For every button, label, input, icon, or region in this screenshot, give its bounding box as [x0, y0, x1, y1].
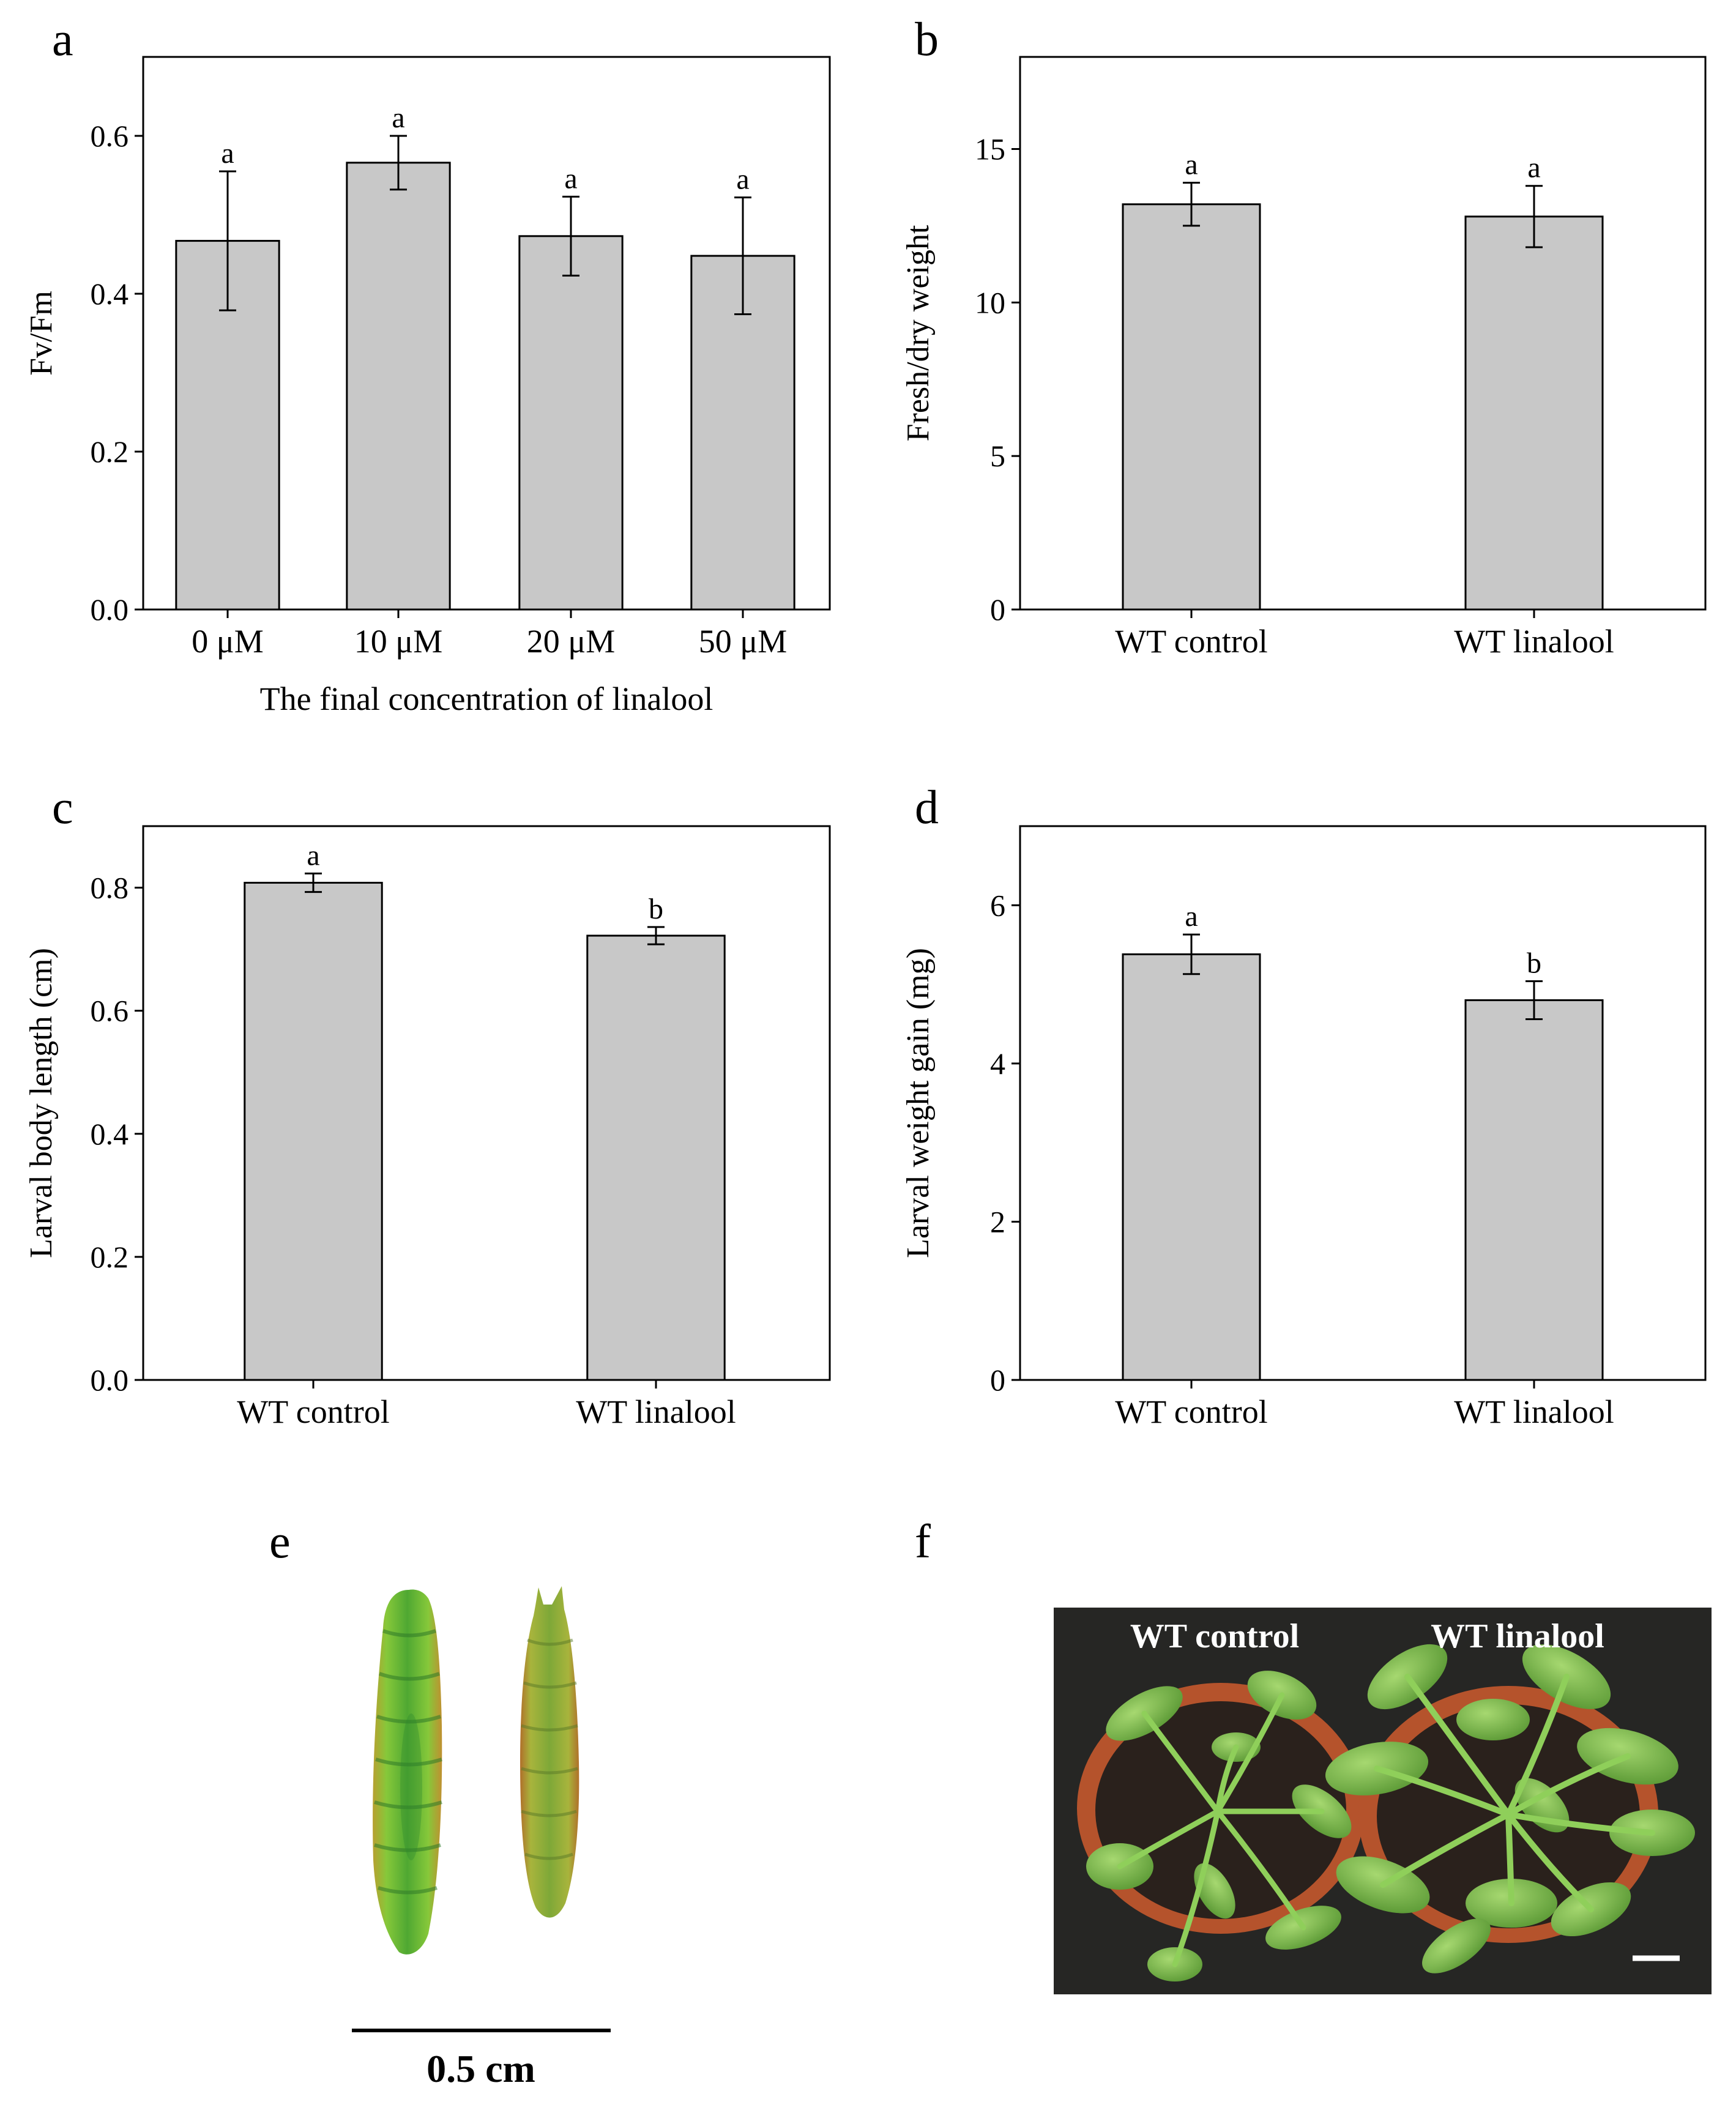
panel-a-chart: a 0 μM a 10 μM a 20 μM a 50 μM 0.0 0.2 0.4 0.6 Fv/Fm…: [24, 56, 831, 717]
bar-d-1: [1464, 999, 1604, 1381]
y-tick-label-c-0: 0.0: [91, 1363, 129, 1397]
panel-c-chart: a WT control b WT linalool 0.0 0.2 0.4 0.6 0.8 La…: [24, 825, 831, 1430]
plot-frame-d: [1019, 825, 1707, 1381]
x-tick-label-b-0: WT control: [1115, 623, 1267, 660]
y-tick-label-b-1: 5: [990, 439, 1005, 473]
significance-label-d-1: b: [1527, 947, 1541, 979]
photo-label-wt-linalool: WT linalool: [1431, 1617, 1604, 1655]
y-axis-label-b: Fresh/dry weight: [901, 225, 936, 441]
rosette-linalool-stems: [1374, 1674, 1655, 1912]
bar-b-0: [1122, 203, 1261, 611]
y-tick-label-b-0: 0: [990, 592, 1005, 627]
panel-e-larvae-photo: 0.5 cm: [352, 1586, 611, 2090]
x-tick-label-c-0: WT control: [237, 1393, 389, 1430]
y-tick-label-a-3: 0.6: [91, 119, 129, 153]
x-tick-label-b-1: WT linalool: [1454, 623, 1614, 660]
larva-control: [373, 1589, 442, 1955]
larva-linalool: [520, 1586, 579, 1918]
x-tick-label-d-0: WT control: [1115, 1393, 1267, 1430]
y-tick-label-c-2: 0.4: [91, 1117, 129, 1151]
panel-d-chart: a WT control b WT linalool 0 2 4 6 Larval weight…: [901, 825, 1707, 1430]
panel-f-plants-photo: WT control WT linalool: [1054, 1608, 1712, 1994]
significance-label-a-1: a: [392, 102, 404, 134]
photo-label-wt-control: WT control: [1130, 1617, 1299, 1655]
rosette-control-stems: [1117, 1692, 1325, 1967]
plot-frame-a: [142, 56, 831, 611]
bar-a-2: [518, 235, 624, 611]
y-tick-label-b-3: 15: [975, 132, 1005, 166]
y-tick-label-b-2: 10: [975, 285, 1005, 319]
plot-frame-c: [142, 825, 831, 1381]
x-tick-label-a-1: 10 μM: [354, 623, 442, 660]
y-axis-label-a: Fv/Fm: [24, 291, 59, 376]
significance-label-a-0: a: [221, 137, 234, 170]
x-tick-label-c-1: WT linalool: [576, 1393, 736, 1430]
panel-letter-c: c: [52, 780, 73, 833]
bar-d-0: [1122, 953, 1261, 1381]
bar-b-1: [1464, 215, 1604, 611]
x-tick-label-d-1: WT linalool: [1454, 1393, 1614, 1430]
y-tick-label-c-4: 0.8: [91, 871, 129, 905]
y-tick-label-a-0: 0.0: [91, 592, 129, 627]
significance-label-b-1: a: [1527, 152, 1540, 184]
panel-letter-b: b: [915, 12, 939, 65]
y-tick-label-a-2: 0.4: [91, 277, 129, 311]
x-axis-label-a: The final concentration of linalool: [260, 680, 713, 717]
scale-bar-label: 0.5 cm: [427, 2047, 535, 2090]
plot-frame-b: [1019, 56, 1707, 611]
y-tick-label-d-3: 6: [990, 888, 1005, 922]
panel-letter-a: a: [52, 12, 73, 65]
y-tick-label-d-2: 4: [990, 1046, 1005, 1081]
y-axis-label-c: Larval body length (cm): [24, 948, 59, 1258]
y-tick-label-c-3: 0.6: [91, 994, 129, 1028]
significance-label-c-0: a: [307, 839, 319, 871]
panel-letter-e: e: [269, 1515, 291, 1568]
significance-label-b-0: a: [1185, 149, 1198, 181]
significance-label-d-0: a: [1185, 900, 1198, 933]
significance-label-c-1: b: [649, 893, 663, 925]
significance-label-a-3: a: [736, 163, 749, 196]
bar-a-1: [346, 162, 451, 611]
y-axis-label-d: Larval weight gain (mg): [901, 948, 936, 1258]
y-tick-label-d-1: 2: [990, 1204, 1005, 1239]
x-tick-label-a-2: 20 μM: [527, 623, 615, 660]
y-tick-label-d-0: 0: [990, 1363, 1005, 1397]
y-tick-label-a-1: 0.2: [91, 434, 129, 469]
x-tick-label-a-0: 0 μM: [192, 623, 263, 660]
x-tick-label-a-3: 50 μM: [699, 623, 787, 660]
bar-c-0: [244, 882, 383, 1381]
significance-label-a-2: a: [564, 162, 577, 195]
panel-letter-d: d: [915, 780, 939, 833]
panel-b-chart: a WT control a WT linalool 0 5 10 15 Fresh/dry w…: [901, 56, 1707, 660]
bar-c-1: [586, 934, 726, 1381]
y-tick-label-c-1: 0.2: [91, 1240, 129, 1274]
panel-letter-f: f: [915, 1515, 931, 1568]
